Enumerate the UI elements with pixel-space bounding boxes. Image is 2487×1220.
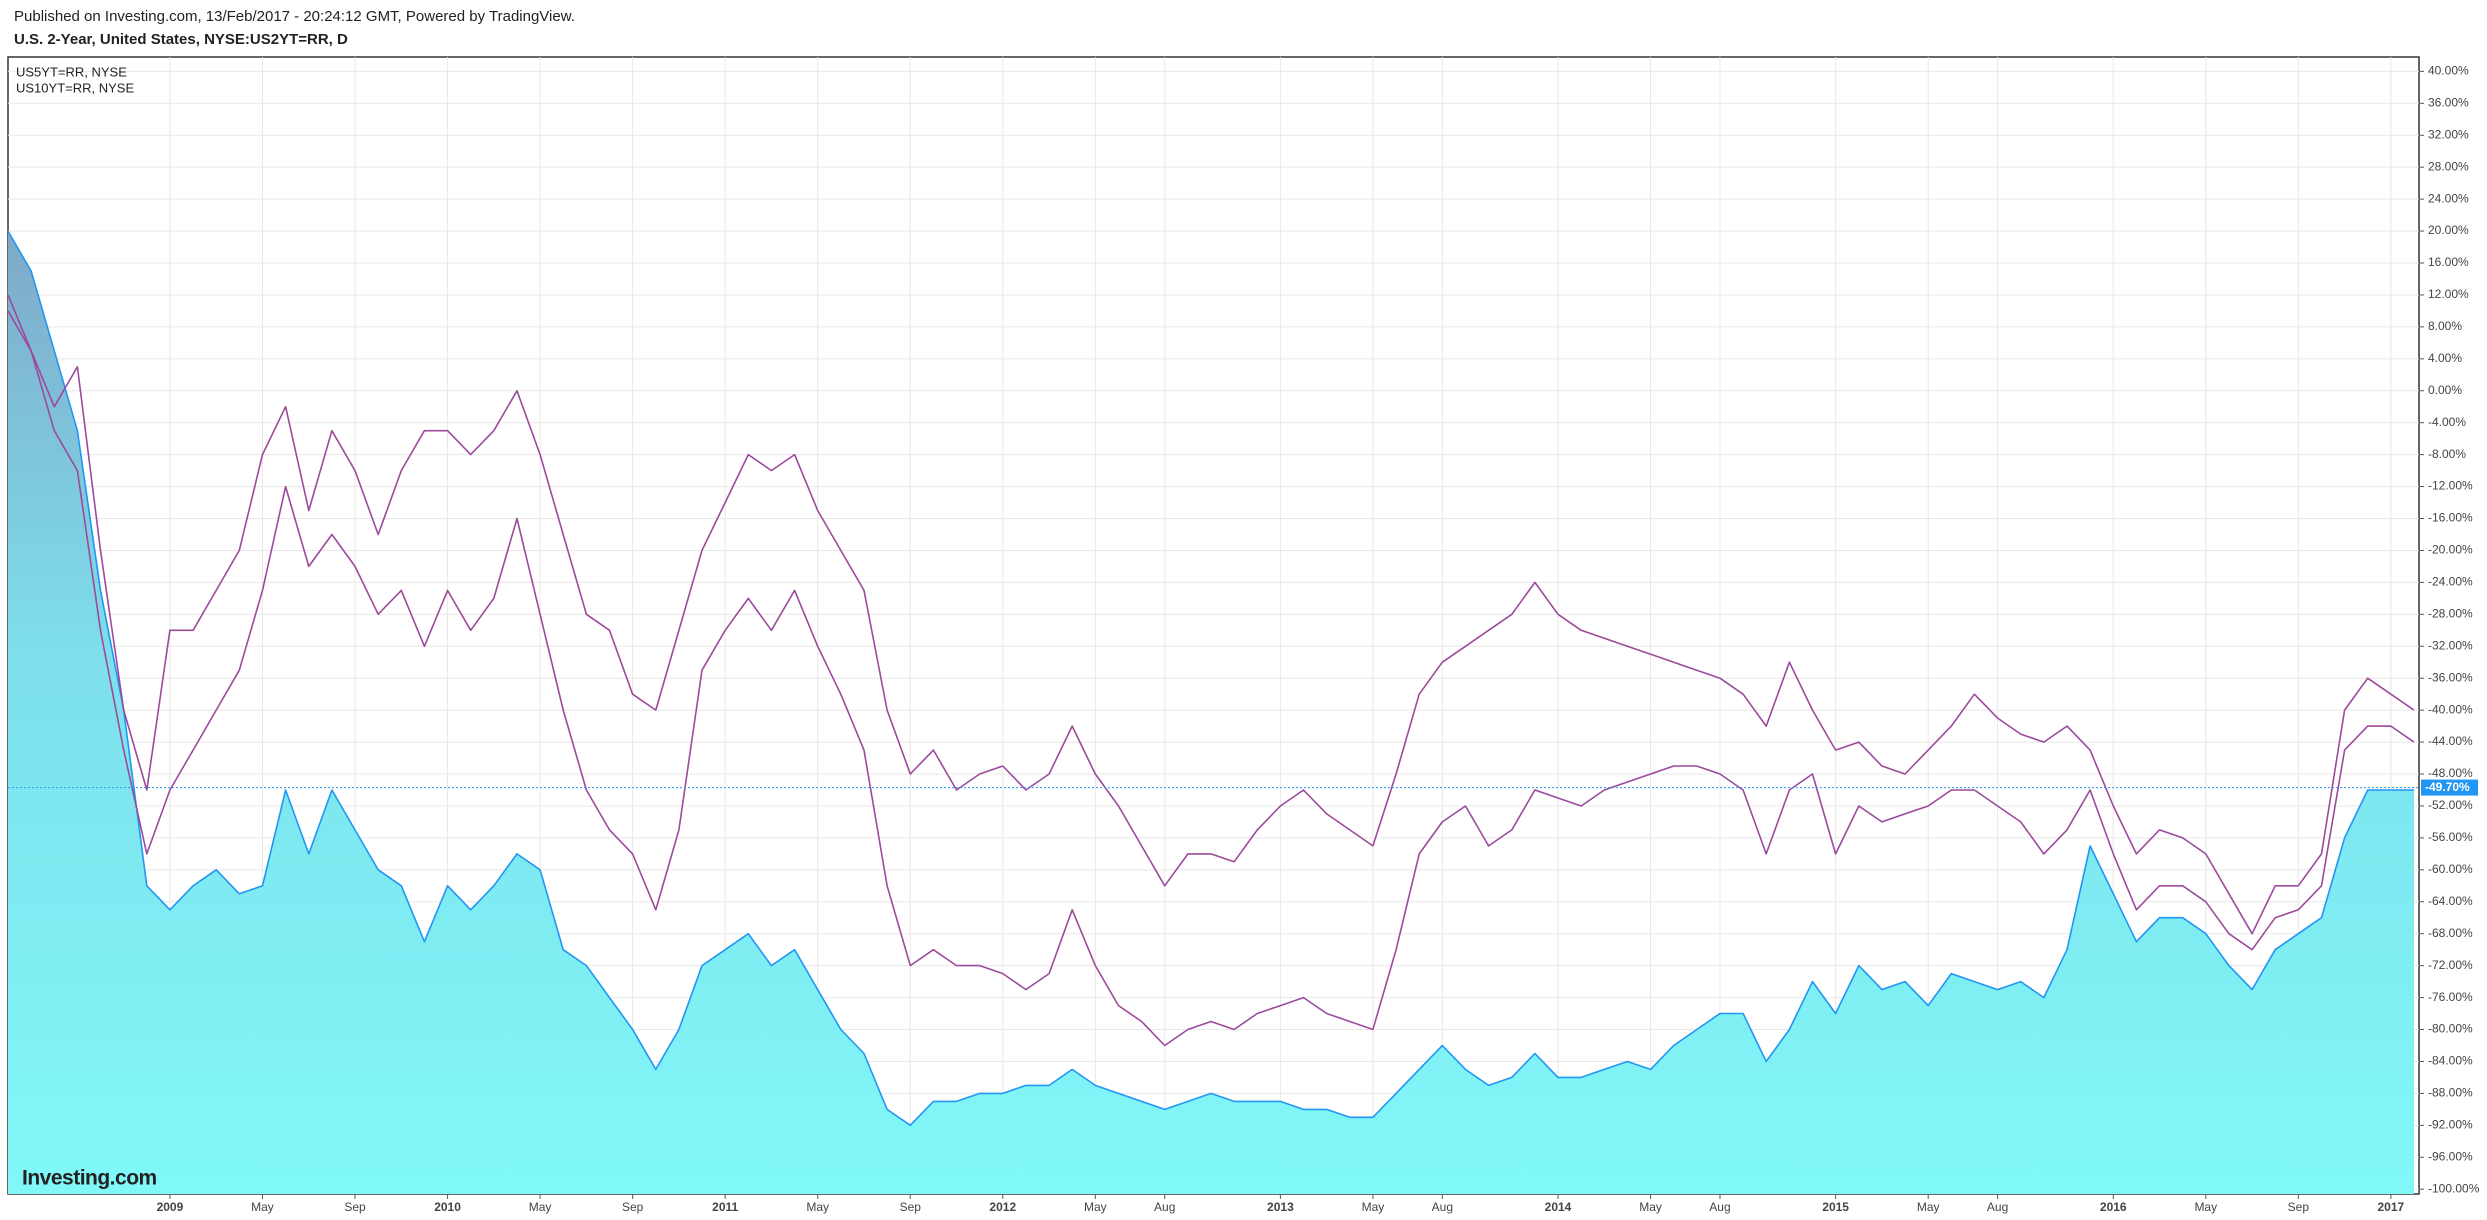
- x-tick-label: Aug: [1432, 1200, 1453, 1214]
- y-tick-label: -36.00%: [2428, 670, 2473, 684]
- x-tick-label: 2016: [2100, 1200, 2127, 1214]
- y-tick-label: -76.00%: [2428, 990, 2473, 1004]
- x-tick-label: May: [1362, 1200, 1385, 1214]
- x-tick-label: Sep: [900, 1200, 922, 1214]
- y-tick-label: 4.00%: [2428, 351, 2462, 365]
- y-tick-label: -4.00%: [2428, 415, 2466, 429]
- y-tick-label: 36.00%: [2428, 95, 2469, 109]
- series-line: [7, 230, 2414, 1127]
- series-line: [7, 310, 2415, 935]
- last-value-label: -49.70%: [2425, 780, 2470, 794]
- published-note: Published on Investing.com, 13/Feb/2017 …: [14, 8, 575, 25]
- y-tick-label: -72.00%: [2428, 958, 2473, 972]
- x-tick-label: Aug: [1709, 1200, 1730, 1214]
- y-tick-label: -92.00%: [2428, 1118, 2473, 1132]
- last-value-box: [2421, 779, 2478, 796]
- x-tick-label: Sep: [622, 1200, 644, 1214]
- x-tick-label: May: [2194, 1200, 2217, 1214]
- y-tick-label: -12.00%: [2428, 479, 2473, 493]
- legend-entry: US10YT=RR, NYSE: [16, 80, 134, 95]
- x-tick-label: 2017: [2378, 1200, 2405, 1214]
- y-tick-label: 8.00%: [2428, 319, 2462, 333]
- x-tick-label: 2015: [1822, 1200, 1849, 1214]
- y-tick-label: -88.00%: [2428, 1086, 2473, 1100]
- y-tick-label: -24.00%: [2428, 575, 2473, 589]
- y-tick-label: 0.00%: [2428, 383, 2462, 397]
- y-tick-label: -16.00%: [2428, 511, 2473, 525]
- y-tick-label: 40.00%: [2428, 64, 2469, 78]
- y-tick-label: -84.00%: [2428, 1054, 2473, 1068]
- y-tick-label: -68.00%: [2428, 926, 2473, 940]
- x-tick-label: Aug: [1154, 1200, 1175, 1214]
- y-tick-label: -40.00%: [2428, 702, 2473, 716]
- x-tick-label: Sep: [344, 1200, 366, 1214]
- y-tick-label: -100.00%: [2428, 1181, 2480, 1195]
- series-line: [7, 294, 2415, 1047]
- x-tick-label: 2009: [157, 1200, 184, 1214]
- y-tick-label: -44.00%: [2428, 734, 2473, 748]
- logo: Investing.com: [22, 1167, 157, 1190]
- y-tick-label: -64.00%: [2428, 894, 2473, 908]
- x-tick-label: 2012: [989, 1200, 1016, 1214]
- y-tick-label: -96.00%: [2428, 1149, 2473, 1163]
- x-tick-label: May: [1639, 1200, 1662, 1214]
- x-tick-label: Aug: [1987, 1200, 2008, 1214]
- y-tick-label: -32.00%: [2428, 638, 2473, 652]
- y-tick-label: 32.00%: [2428, 127, 2469, 141]
- x-tick-label: May: [251, 1200, 274, 1214]
- y-tick-label: -52.00%: [2428, 798, 2473, 812]
- y-tick-label: -20.00%: [2428, 543, 2473, 557]
- y-tick-label: 16.00%: [2428, 255, 2469, 269]
- legend-entry: US5YT=RR, NYSE: [16, 64, 127, 79]
- y-tick-label: -60.00%: [2428, 862, 2473, 876]
- y-tick-label: -56.00%: [2428, 830, 2473, 844]
- x-tick-label: 2013: [1267, 1200, 1294, 1214]
- x-tick-label: 2014: [1545, 1200, 1572, 1214]
- chart-title: U.S. 2-Year, United States, NYSE:US2YT=R…: [14, 31, 348, 48]
- x-tick-label: May: [1084, 1200, 1107, 1214]
- y-tick-label: -48.00%: [2428, 766, 2473, 780]
- y-tick-label: 12.00%: [2428, 287, 2469, 301]
- y-tick-label: 20.00%: [2428, 223, 2469, 237]
- y-tick-label: 28.00%: [2428, 159, 2469, 173]
- x-tick-label: 2011: [712, 1200, 738, 1214]
- x-tick-label: Sep: [2288, 1200, 2310, 1214]
- x-tick-label: 2010: [434, 1200, 461, 1214]
- y-tick-label: -28.00%: [2428, 606, 2473, 620]
- y-tick-label: 24.00%: [2428, 191, 2469, 205]
- y-tick-label: -80.00%: [2428, 1022, 2473, 1036]
- area: [8, 231, 2414, 1195]
- x-tick-label: May: [1917, 1200, 1940, 1214]
- x-tick-label: May: [529, 1200, 552, 1214]
- y-tick-label: -8.00%: [2428, 447, 2466, 461]
- x-tick-label: May: [806, 1200, 829, 1214]
